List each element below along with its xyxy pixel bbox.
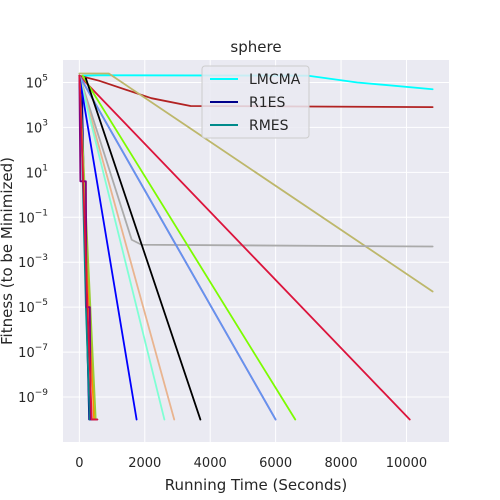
x-tick-label: 4000 [194,456,227,471]
y-tick-label: 105 [26,73,48,91]
series-line-11 [85,77,202,421]
x-tick-label: 8000 [325,456,358,471]
series-line-14 [78,74,138,421]
y-tick-label: 10−7 [18,343,48,361]
legend-label: LMCMA [249,72,301,88]
legend-label: RMES [249,118,289,134]
x-tick-label: 10000 [386,456,427,471]
series-line-6 [78,74,434,248]
series-line-13 [78,74,166,421]
legend-label: R1ES [249,95,285,111]
y-axis-label: Fitness (to be Minimized) [0,157,16,345]
series-line-5 [78,72,434,293]
series-line-7 [78,74,411,421]
y-tick-label: 103 [26,118,48,136]
x-tick-label: 6000 [259,456,292,471]
y-tick-label: 10−5 [18,298,48,316]
y-tick-labels: 10−9 10−7 10−5 10−3 10−1 101 103 105 [18,73,48,406]
y-tick-label: 10−1 [18,208,48,226]
legend-box [201,65,310,139]
y-tick-label: 10−3 [18,253,48,271]
chart-title: sphere [230,38,281,56]
series-line-8 [81,74,297,421]
x-axis-label: Running Time (Seconds) [165,476,347,494]
x-tick-label: 2000 [128,456,161,471]
y-tick-label: 101 [26,163,48,181]
series-line-12 [78,74,176,421]
series-line-18 [78,74,99,421]
x-tick-labels: 0 2000 4000 6000 8000 10000 [75,456,427,471]
legend: LMCMA R1ES RMES [201,65,310,139]
x-tick-label: 0 [75,456,83,471]
series-line-17 [78,74,99,421]
y-tick-label: 10−9 [18,388,48,406]
series-line-10 [78,74,277,421]
